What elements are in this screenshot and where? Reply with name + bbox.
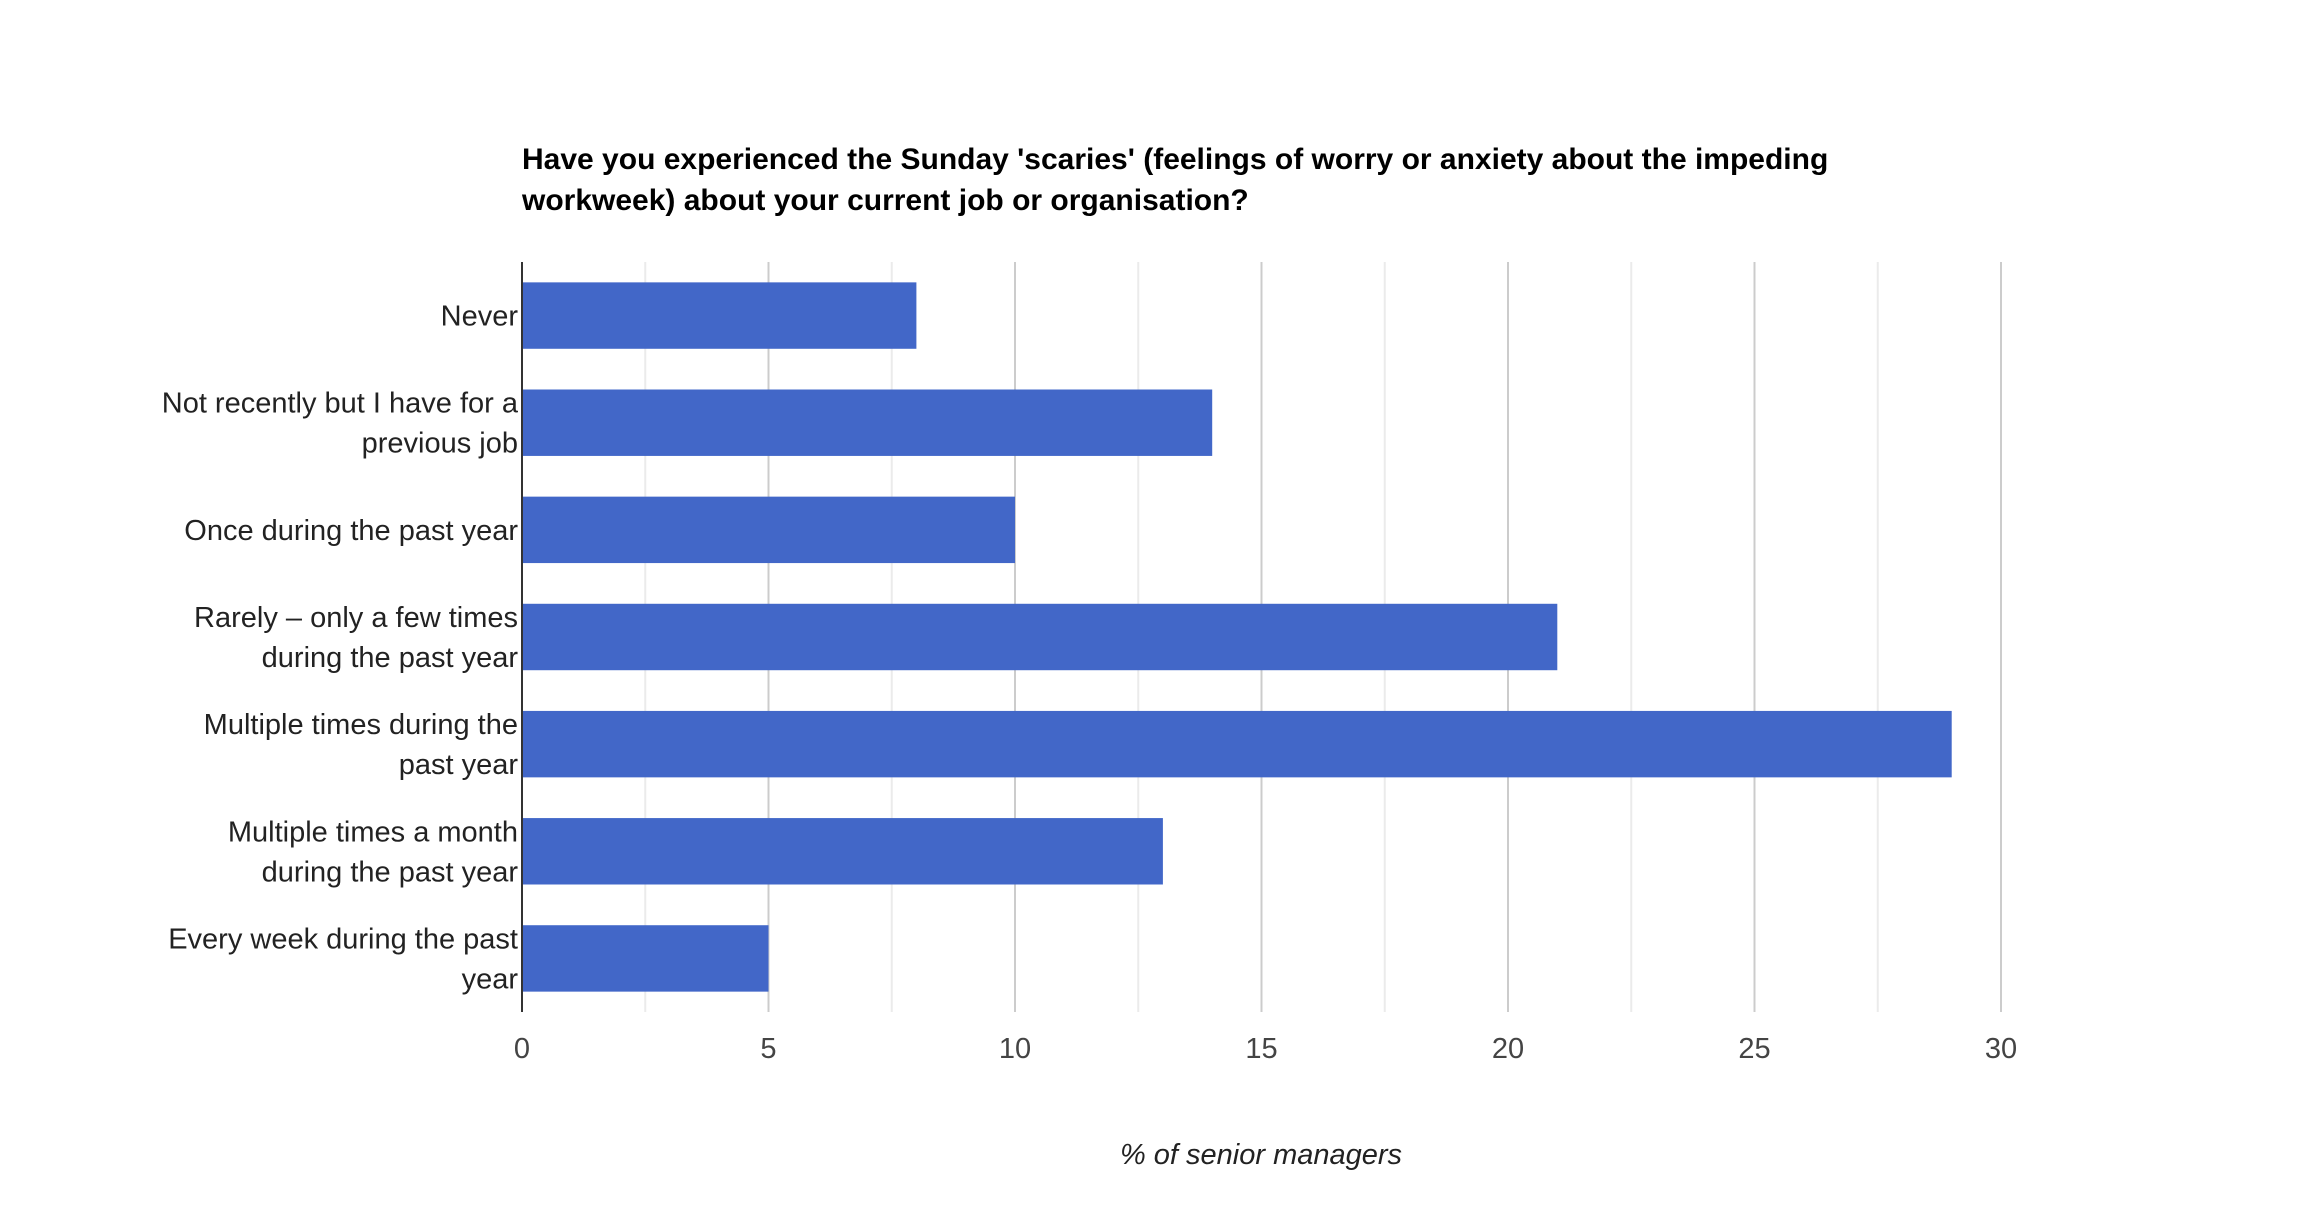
category-label-line: during the past year (262, 642, 519, 674)
category-label-line: Once during the past year (184, 515, 518, 547)
category-label: Once during the past year (184, 515, 518, 547)
category-label-line: year (462, 963, 519, 995)
chart-title-line-1: Have you experienced the Sunday 'scaries… (522, 143, 1828, 176)
bar (522, 925, 769, 992)
category-label-line: previous job (362, 428, 518, 460)
category-label: Rarely – only a few times during the past… (194, 602, 518, 674)
chart-title-line-2: workweek) about your current job or orga… (521, 184, 1249, 217)
category-label-line: Rarely – only a few times (194, 602, 518, 634)
category-label-line: past year (399, 749, 519, 781)
bar (522, 818, 1163, 885)
x-tick-label: 25 (1738, 1033, 1770, 1065)
x-tick-label: 10 (999, 1033, 1031, 1065)
bar (522, 603, 1558, 671)
category-label: Multiple times a month during the past ye… (228, 816, 518, 888)
bars (522, 282, 1952, 992)
bar (522, 389, 1213, 456)
bar (522, 710, 1952, 778)
category-label-line: Not recently but I have for a (162, 388, 519, 420)
category-label: Not recently but I have for a previous jo… (162, 388, 519, 460)
category-label-line: during the past year (262, 856, 519, 888)
x-tick-label: 15 (1245, 1033, 1277, 1065)
bar (522, 496, 1015, 564)
category-label-line: Multiple times a month (228, 816, 518, 848)
x-tick-label: 30 (1985, 1033, 2017, 1065)
category-labels: Never Not recently but I have for a previo… (162, 301, 519, 996)
x-axis-ticks: 0 5 10 15 20 25 30 (514, 1033, 2017, 1065)
category-label-line: Every week during the past (168, 923, 518, 955)
x-tick-label: 20 (1492, 1033, 1524, 1065)
x-axis-title: % of senior managers (1120, 1139, 1402, 1171)
x-tick-label: 0 (514, 1033, 530, 1065)
category-label: Every week during the past year (168, 923, 518, 995)
category-label-line: Multiple times during the (204, 709, 518, 741)
category-label: Never (441, 301, 519, 333)
category-label: Multiple times during the past year (204, 709, 519, 781)
bar (522, 282, 917, 349)
x-tick-label: 5 (760, 1033, 776, 1065)
category-label-line: Never (441, 301, 519, 333)
chart-title: Have you experienced the Sunday 'scaries… (521, 143, 1828, 217)
